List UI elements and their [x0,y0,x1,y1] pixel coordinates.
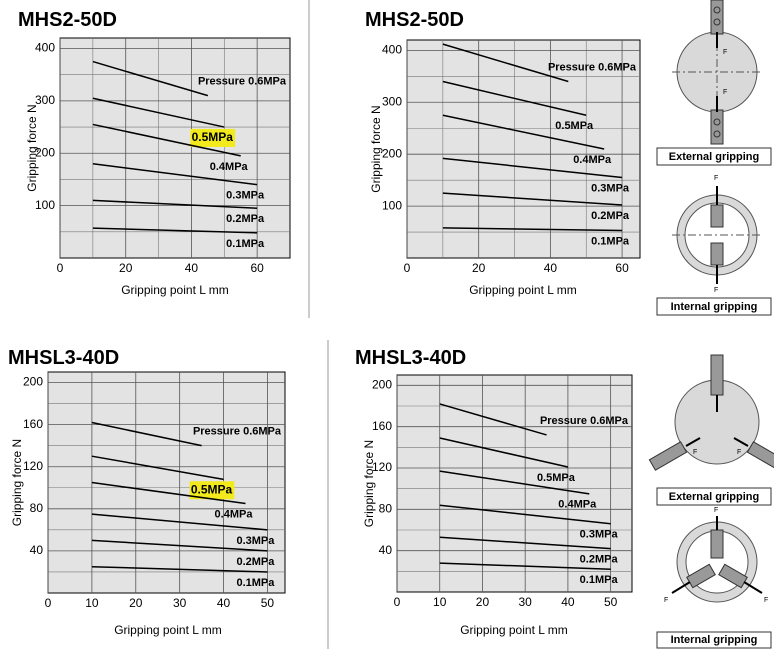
x-tick-label: 20 [129,596,143,610]
series-label: 0.2MPa [226,213,265,225]
series-label: 0.3MPa [591,182,630,194]
x-axis-label: Gripping point L mm [114,623,222,637]
y-tick-label: 160 [23,417,43,431]
y-tick-label: 80 [30,501,44,515]
y-tick-label: 100 [382,198,402,212]
y-tick-label: 80 [379,502,393,516]
chart-title: MHSL3-40D [8,347,119,369]
series-label: 0.4MPa [210,161,249,173]
force-label: F [714,175,718,182]
x-tick-label: 40 [544,261,558,275]
series-label: 0.2MPa [236,556,275,568]
y-tick-label: 400 [35,41,55,55]
force-label: F [737,449,741,456]
x-tick-label: 50 [261,596,275,610]
x-tick-label: 30 [173,596,187,610]
y-tick-label: 300 [35,93,55,107]
x-tick-label: 40 [217,596,231,610]
series-label: 0.1MPa [236,577,275,589]
x-axis-label: Gripping point L mm [121,283,229,297]
x-tick-label: 10 [433,595,447,609]
external-diagram [672,0,762,144]
y-tick-label: 200 [382,146,402,160]
series-label: 0.2MPa [580,554,619,566]
series-label: 0.5MPa [192,130,234,144]
external-diagram [649,355,774,470]
series-label: 0.4MPa [573,154,612,166]
series-label: 0.1MPa [226,238,265,250]
force-label: F [764,597,768,604]
chart: MHS2-50DGripping force NGripping point L… [365,9,640,297]
chart: MHSL3-40D Gripping force N Gripping point … [8,347,285,637]
chart-title: MHS2-50D [18,9,117,31]
series-label: 0.5MPa [537,472,576,484]
y-axis-label: Gripping force N [362,440,376,527]
x-tick-label: 20 [472,261,486,275]
caption: Internal gripping [671,301,758,313]
y-axis-label: Gripping force N [10,439,24,526]
diagrams: External gripping F F F F Internal gripp… [649,0,774,648]
y-tick-label: 200 [23,375,43,389]
series-label: 0.4MPa [215,508,254,520]
force-label: F [664,597,668,604]
series-label: Pressure 0.6MPa [193,426,282,438]
series-label: Pressure 0.6MPa [548,61,637,73]
caption: External gripping [669,491,759,503]
force-label: F [714,287,718,294]
force-label: F [693,449,697,456]
series-label: 0.5MPa [191,483,233,497]
x-tick-label: 30 [519,595,533,609]
series-label: 0.1MPa [580,574,619,586]
y-tick-label: 160 [372,419,392,433]
x-tick-label: 20 [476,595,490,609]
y-tick-label: 120 [372,460,392,474]
chart-title: MHS2-50D [365,9,464,31]
x-tick-label: 60 [250,261,264,275]
internal-diagram [672,186,762,284]
y-tick-label: 400 [382,43,402,57]
chart: MHS2-50DGripping force NGripping point L… [18,9,290,297]
x-axis-label: Gripping point L mm [469,283,577,297]
series-label: 0.2MPa [591,210,630,222]
y-tick-label: 40 [379,543,393,557]
force-label: F [714,507,718,514]
x-tick-label: 60 [615,261,629,275]
series-label: 0.1MPa [591,235,630,247]
y-tick-label: 200 [372,378,392,392]
force-label: F [723,89,727,96]
y-tick-label: 120 [23,459,43,473]
x-tick-label: 40 [561,595,575,609]
series-label: Pressure 0.6MPa [540,415,629,427]
y-tick-label: 100 [35,198,55,212]
x-tick-label: 40 [185,261,199,275]
series-label: 0.3MPa [236,535,275,547]
series-label: 0.4MPa [558,499,597,511]
caption: External gripping [669,151,759,163]
x-tick-label: 20 [119,261,133,275]
series-label: 0.3MPa [580,529,619,541]
series-label: 0.3MPa [226,190,265,202]
force-label: F [723,49,727,56]
chart: MHSL3-40D Gripping force N Gripping point … [355,347,632,637]
x-tick-label: 10 [85,596,99,610]
page: External gripping F F F F Internal gripp… [0,0,774,649]
internal-diagram [672,516,762,602]
y-tick-label: 200 [35,145,55,159]
x-tick-label: 50 [604,595,618,609]
x-tick-label: 0 [404,261,411,275]
chart-title: MHSL3-40D [355,347,466,369]
series-label: 0.5MPa [555,120,594,132]
x-axis-label: Gripping point L mm [460,623,568,637]
series-label: Pressure 0.6MPa [198,76,287,88]
y-tick-label: 40 [30,543,44,557]
x-tick-label: 0 [57,261,64,275]
y-tick-label: 300 [382,94,402,108]
caption: Internal gripping [671,634,758,646]
x-tick-label: 0 [45,596,52,610]
x-tick-label: 0 [394,595,401,609]
